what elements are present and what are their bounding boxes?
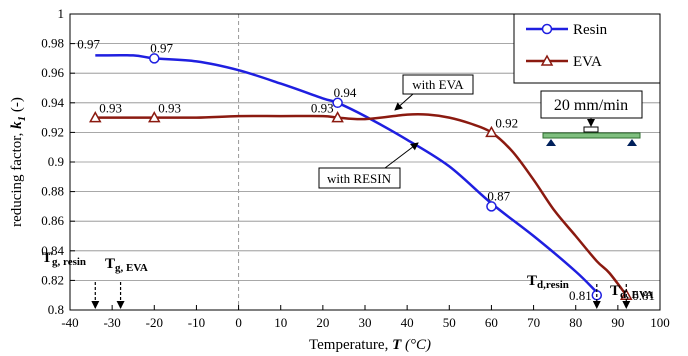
x-tick-label: 0 xyxy=(235,315,242,330)
x-tick-label: 100 xyxy=(650,315,670,330)
temperature-label-sub: d,resin xyxy=(537,279,569,291)
speed-label: 20 mm/min xyxy=(554,97,628,114)
data-point-eva xyxy=(148,111,161,123)
data-label-eva: 0.93 xyxy=(311,101,334,116)
y-tick-label: 0.98 xyxy=(41,36,64,51)
specimen-plate xyxy=(542,132,641,139)
data-labels-layer: 0.97 0.97 0.94 0.87 0.81 0.93 0.93 0.93 0.92 0.81 xyxy=(77,36,655,303)
data-label-eva: 0.93 xyxy=(158,101,181,116)
legend-eva-label: EVA xyxy=(573,54,602,70)
data-point-resin xyxy=(332,97,343,109)
x-tick-label: -40 xyxy=(61,315,78,330)
y-axis-title: reducing factor, k1 (-) xyxy=(9,97,28,227)
x-tick-label: 60 xyxy=(485,315,498,330)
temperature-label-base: T xyxy=(610,283,620,299)
data-point-eva xyxy=(331,111,344,123)
y-tick-label: 0.82 xyxy=(41,272,64,287)
y-tick-label: 0.92 xyxy=(41,124,64,139)
legend-eva-marker xyxy=(540,54,554,66)
annotation-with-resin: with RESIN xyxy=(318,142,419,189)
data-label-eva: 0.93 xyxy=(99,101,122,116)
legend-box xyxy=(513,13,661,84)
annotation-with-eva-text: with EVA xyxy=(412,77,464,92)
data-label-resin: 0.87 xyxy=(487,188,510,203)
right-support-icon xyxy=(627,139,637,146)
data-label-eva: 0.81 xyxy=(632,288,655,303)
temperature-label-sub: d, EVA xyxy=(620,289,653,301)
y-tick-label: 0.96 xyxy=(41,65,64,80)
speed-box xyxy=(540,90,643,119)
data-label-resin: 0.97 xyxy=(150,40,173,55)
y-tick-label: 0.8 xyxy=(48,302,64,317)
annotation-with-eva-arrow xyxy=(394,93,414,111)
test-setup-inset: 20 mm/min xyxy=(540,90,643,146)
temperature-label-base: T xyxy=(105,256,115,272)
x-tick-label: -10 xyxy=(188,315,205,330)
data-point-eva xyxy=(485,125,498,138)
data-label-eva: 0.92 xyxy=(495,115,518,130)
data-point-eva xyxy=(89,111,102,123)
series-line-resin xyxy=(95,53,602,297)
temperature-label-base: T xyxy=(42,250,52,266)
series-line-eva xyxy=(95,112,628,296)
x-tick-label: 20 xyxy=(316,315,329,330)
x-axis-title: Temperature, T (°C) xyxy=(309,337,431,353)
x-tick-label: -30 xyxy=(103,315,120,330)
x-tick-label: 10 xyxy=(274,315,287,330)
temperature-label: Td,resin xyxy=(527,273,569,291)
load-block xyxy=(583,126,599,133)
x-tick-label: 30 xyxy=(359,315,372,330)
annotation-with-eva: with EVA xyxy=(394,74,474,111)
y-tick-label: 0.9 xyxy=(48,154,64,169)
y-tick-label: 1 xyxy=(58,6,65,21)
y-tick-label: 0.88 xyxy=(41,184,64,199)
data-point-resin xyxy=(149,53,160,64)
y-axis-ticks: 0.8 0.82 0.84 0.86 0.88 0.9 0.92 0.94 0.96 0.98 1 xyxy=(41,6,75,317)
data-point-resin xyxy=(486,201,497,212)
temperature-label-sub: g, EVA xyxy=(115,262,148,274)
data-label-resin: 0.94 xyxy=(334,85,357,100)
x-tick-label: 70 xyxy=(527,315,540,330)
y-tick-label: 0.86 xyxy=(41,213,64,228)
annotation-with-resin-text: with RESIN xyxy=(327,171,392,186)
x-tick-label: 80 xyxy=(569,315,582,330)
temperature-label-sub: g, resin xyxy=(52,256,86,268)
x-tick-label: -20 xyxy=(146,315,163,330)
x-tick-label: 40 xyxy=(401,315,414,330)
x-axis-ticks: -40 -30 -20 -10 0 10 20 30 40 50 60 70 80 90 100 xyxy=(61,305,670,330)
x-tick-label: 50 xyxy=(443,315,456,330)
temperature-label: Td, EVA xyxy=(610,283,653,301)
legend: Resin EVA xyxy=(513,13,661,84)
temperature-label-base: T xyxy=(527,273,537,289)
y-tick-label: 0.84 xyxy=(41,243,64,258)
temperature-label: Tg, EVA xyxy=(105,256,148,274)
data-label-resin: 0.81 xyxy=(569,288,592,303)
annotation-with-resin-arrow xyxy=(384,142,419,169)
left-support-icon xyxy=(546,139,556,146)
data-label-resin: 0.97 xyxy=(77,36,100,51)
legend-resin-marker xyxy=(541,23,553,35)
temperature-label: Tg, resin xyxy=(42,250,86,268)
x-tick-label: 90 xyxy=(611,315,624,330)
annotation-with-resin-box xyxy=(318,167,401,189)
legend-resin-label: Resin xyxy=(573,22,608,38)
annotation-with-eva-box xyxy=(402,74,474,95)
y-tick-label: 0.94 xyxy=(41,95,64,110)
